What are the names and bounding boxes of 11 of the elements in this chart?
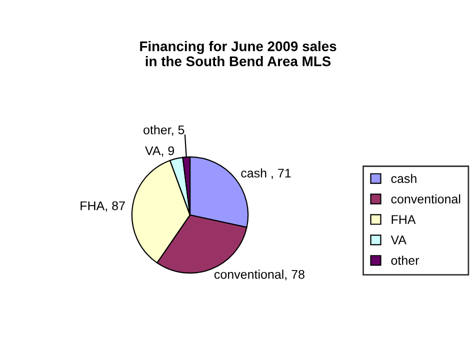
data-label: conventional, 78 bbox=[214, 270, 304, 280]
data-label: other, 5 bbox=[144, 125, 184, 136]
data-label: FHA, 87 bbox=[80, 201, 125, 212]
data-label: VA, 9 bbox=[145, 146, 174, 157]
legend-label: cash bbox=[391, 174, 416, 183]
legend-label: conventional bbox=[391, 194, 460, 204]
chart-title: Financing for June 2009 sales in the South Bend Area MLS bbox=[140, 41, 336, 66]
legend-label: FHA bbox=[392, 215, 416, 224]
legend-label: other bbox=[391, 256, 420, 265]
data-label: cash , 71 bbox=[241, 168, 291, 180]
legend-label: VA bbox=[390, 236, 406, 244]
